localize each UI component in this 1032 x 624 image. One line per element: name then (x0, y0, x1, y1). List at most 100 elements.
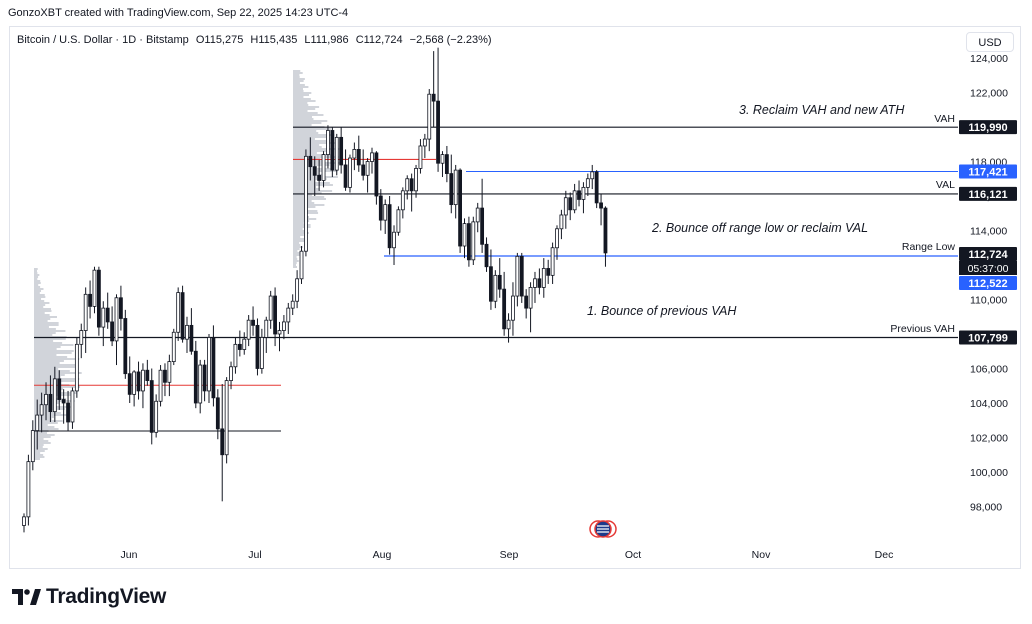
candle-body (405, 178, 410, 192)
volume-profile-bar (34, 386, 81, 388)
symbol-legend: Bitcoin / U.S. Dollar · 1D · Bitstamp O1… (17, 34, 496, 46)
candle-body (149, 380, 154, 433)
volume-profile-bar (293, 134, 335, 136)
candle-body (418, 145, 423, 169)
volume-profile-bar (293, 102, 308, 104)
volume-profile-bar (293, 104, 309, 106)
candle-body (105, 307, 110, 323)
candle-body (572, 190, 577, 211)
candle-body (202, 364, 207, 392)
volume-profile-bar (34, 302, 50, 304)
candle-body (440, 154, 445, 164)
volume-profile-bar (34, 316, 58, 318)
y-tick-label: 98,000 (970, 502, 1002, 514)
volume-profile-bar (34, 434, 55, 436)
volume-profile-bar (34, 290, 42, 292)
volume-profile-bar (293, 136, 327, 138)
volume-profile-bar (34, 280, 41, 282)
volume-profile-bar (34, 282, 41, 284)
candle-body (524, 295, 529, 309)
volume-profile-bar (293, 100, 316, 102)
candle-body (537, 278, 542, 288)
candle-body (585, 178, 590, 188)
volume-profile-bar (34, 324, 59, 326)
badge-countdown-bg (959, 261, 1017, 275)
candle-body (119, 297, 123, 319)
level-name-previous-vah: Previous VAH (890, 323, 955, 335)
volume-profile-bar (293, 250, 298, 252)
candle-body (290, 300, 295, 309)
volume-profile-bar (293, 244, 301, 246)
candle-body (387, 204, 392, 249)
currency-button[interactable]: USD (966, 32, 1014, 52)
candle-body (414, 167, 418, 192)
volume-profile-bar (293, 228, 303, 230)
volume-profile-bar (293, 154, 334, 156)
volume-profile-bar (34, 300, 45, 302)
volume-profile-bar (293, 80, 304, 82)
candle-body (88, 293, 92, 307)
candle-body (30, 430, 35, 463)
volume-profile-bar (34, 278, 38, 280)
candle-body (546, 268, 551, 276)
volume-profile-bar (34, 372, 82, 374)
volume-profile-bar (293, 182, 330, 184)
badge-range-low-bg (959, 276, 1017, 290)
time-axis[interactable]: Jun Jul Aug Sep Oct Nov Dec (121, 549, 894, 561)
candle-body (224, 380, 229, 456)
candle-body (334, 136, 339, 171)
tradingview-logo[interactable]: TradingView (12, 585, 166, 609)
volume-profile-bar (293, 230, 305, 232)
tradingview-logo-icon (12, 589, 41, 605)
volume-profile-bar (34, 354, 57, 356)
badge-current-price-bg (959, 247, 1017, 261)
volume-profile-bar (34, 436, 51, 438)
volume-profile-bar (293, 226, 311, 228)
volume-profile-bar (293, 82, 300, 84)
x-tick-label: Sep (500, 549, 519, 561)
badge-val: 116,121 (968, 189, 1007, 201)
candle-body (365, 161, 370, 176)
events-flag-icon[interactable] (589, 520, 617, 538)
volume-profile-bar (34, 356, 68, 358)
volume-profile-bar (34, 272, 38, 274)
candle-body (70, 390, 75, 423)
badge-previous-vah-bg (959, 330, 1017, 345)
tradingview-brand: TradingView (46, 585, 167, 608)
volume-profile-bar (34, 412, 61, 414)
candle-body (603, 207, 608, 254)
candle-body (158, 369, 163, 402)
volume-profile-bar (293, 118, 314, 120)
volume-profile-bar (34, 284, 39, 286)
volume-profile-bar (293, 194, 312, 196)
volume-profile-bar (34, 286, 41, 288)
volume-profile-bar (293, 108, 316, 110)
candle-body (383, 204, 388, 221)
volume-profile-bar (34, 432, 48, 434)
level-name-val: VAL (936, 179, 955, 191)
candle-body (57, 378, 62, 400)
candle-body (207, 337, 211, 392)
volume-profile-bar (293, 262, 297, 264)
volume-profile-bar (34, 306, 44, 308)
volume-profile-bar (293, 202, 315, 204)
volume-profile-bar (293, 156, 339, 158)
candle-body (268, 295, 273, 321)
volume-profile-bar (293, 142, 337, 144)
chart-frame (9, 26, 1021, 569)
candle-body (211, 337, 216, 399)
volume-profile-bar (34, 342, 63, 344)
annotation-bounce-range-low: 2. Bounce off range low or reclaim VAL (651, 221, 868, 235)
candle-body (444, 154, 449, 174)
candle-body (427, 93, 432, 140)
candle-body (96, 269, 101, 328)
volume-profile-bar (34, 312, 45, 314)
volume-profile-bar (34, 328, 56, 330)
volume-profile-bar (34, 268, 38, 270)
volume-profile-bar (34, 318, 51, 320)
candle-body (519, 255, 524, 297)
volume-profile-bar (34, 332, 56, 334)
candle-body (132, 371, 137, 395)
candle-body (66, 402, 70, 423)
